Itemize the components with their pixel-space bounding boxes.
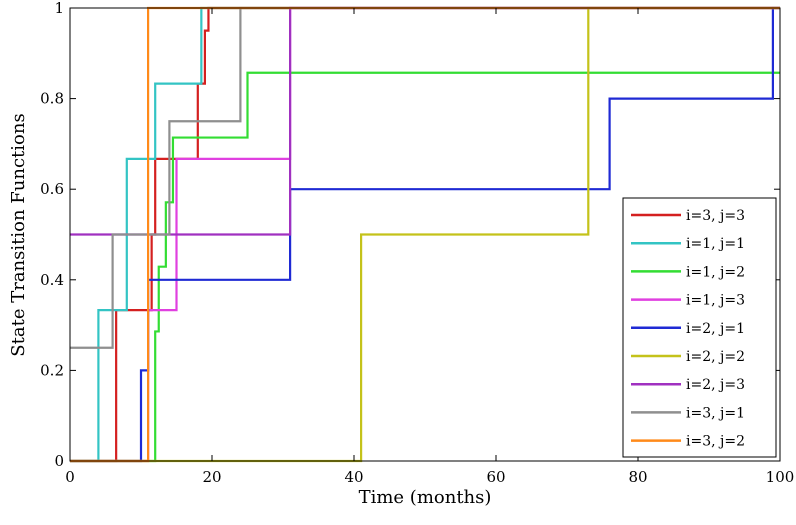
series-line-2 xyxy=(70,6,780,463)
series-line-3 xyxy=(70,71,780,463)
legend-label: i=3, j=1 xyxy=(686,405,745,421)
legend-label: i=1, j=1 xyxy=(686,236,745,252)
legend-label: i=2, j=1 xyxy=(686,321,745,337)
x-tick-label: 0 xyxy=(65,468,75,486)
y-axis-label: State Transition Functions xyxy=(8,113,29,356)
series-line-1 xyxy=(70,6,780,463)
y-tick-label: 0.8 xyxy=(40,90,64,108)
legend-label: i=3, j=2 xyxy=(686,434,745,450)
y-tick-label: 1 xyxy=(54,0,64,17)
legend-label: i=2, j=2 xyxy=(686,349,745,365)
x-axis-label: Time (months) xyxy=(359,487,492,508)
legend-label: i=1, j=3 xyxy=(686,293,745,309)
y-tick-label: 0.2 xyxy=(40,361,64,379)
x-tick-label: 100 xyxy=(766,468,795,486)
y-tick-label: 0.6 xyxy=(40,180,64,198)
legend-label: i=3, j=3 xyxy=(686,208,745,224)
plot-frame xyxy=(69,7,781,462)
ticks-layer: 0 20 40 60 80 100 0 0.2 0.4 0.6 0.8 1 xyxy=(40,0,794,486)
x-tick-label: 80 xyxy=(628,468,647,486)
y-tick-label: 0 xyxy=(54,452,64,470)
x-tick-label: 60 xyxy=(486,468,505,486)
y-tick-label: 0.4 xyxy=(40,271,64,289)
x-tick-label: 40 xyxy=(344,468,363,486)
legend: i=3, j=3 i=1, j=1 i=1, j=2 i=1, j=3 i=2, j=1… xyxy=(622,197,777,458)
series-line-8 xyxy=(70,6,780,349)
legend-label: i=1, j=2 xyxy=(686,264,745,280)
x-tick-label: 20 xyxy=(202,468,221,486)
legend-label: i=2, j=3 xyxy=(686,377,745,393)
